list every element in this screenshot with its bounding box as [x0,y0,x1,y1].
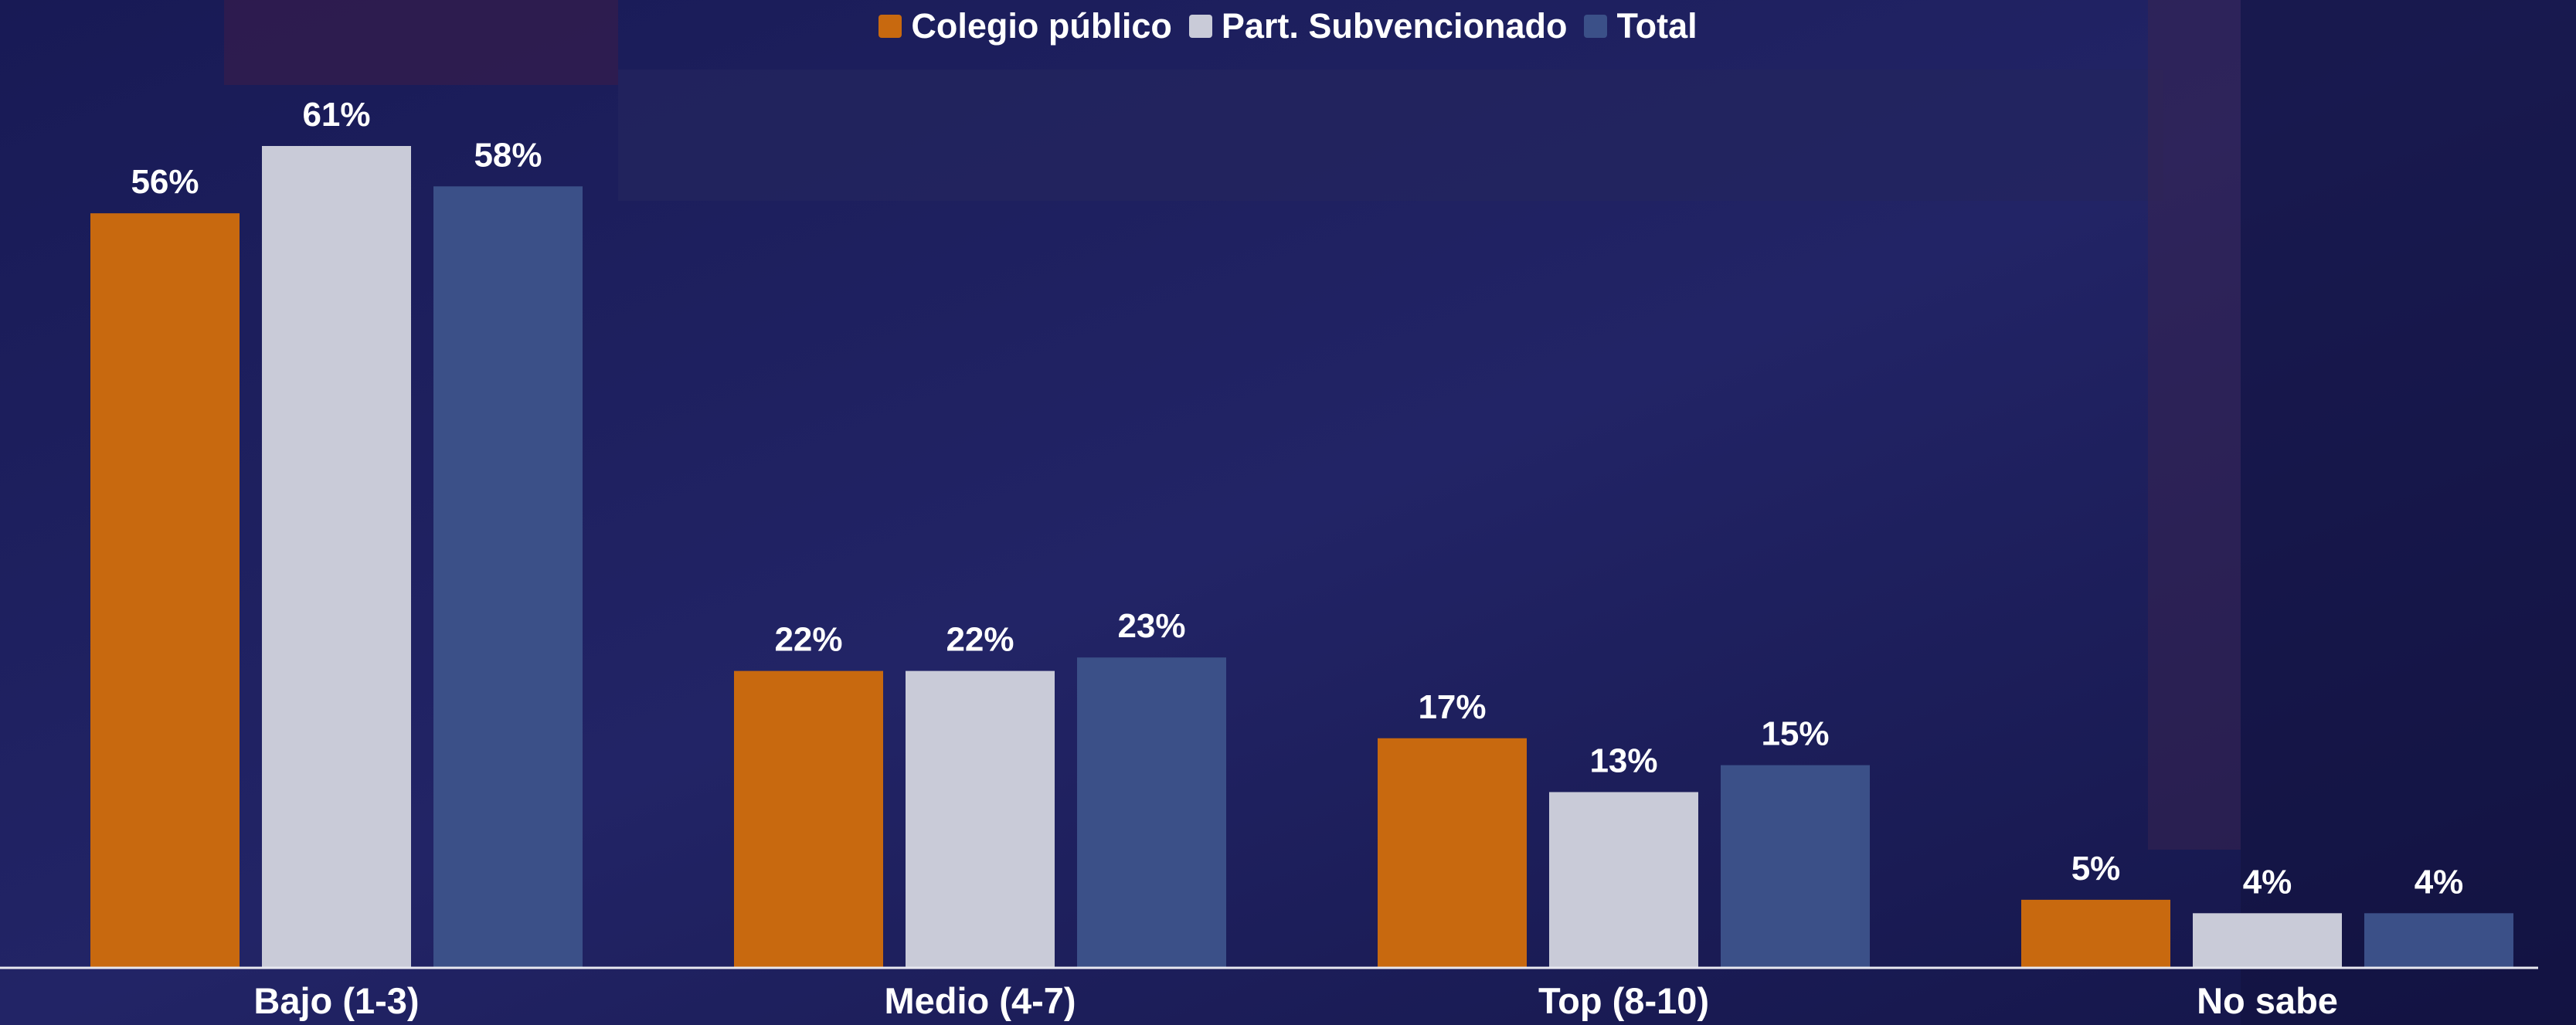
legend-item: Total [1584,6,1698,46]
bar [1721,765,1870,967]
bar [1077,657,1226,967]
bar [2193,913,2342,967]
bar [433,186,583,967]
legend-item: Colegio público [878,6,1172,46]
legend-swatch [878,15,902,38]
backdrop-shape [224,0,618,85]
backdrop-shape [618,70,2163,201]
legend-label: Total [1616,6,1698,46]
value-label: 56% [131,163,199,201]
x-tick-label: Top (8-10) [1538,980,1709,1021]
value-label: 22% [774,621,842,659]
value-label: 61% [302,96,370,134]
bar [262,146,411,967]
value-label: 23% [1117,607,1185,645]
value-label: 13% [1589,742,1657,779]
legend-item: Part. Subvencionado [1188,6,1568,46]
value-label: 5% [2071,850,2121,888]
legend-swatch [1584,15,1608,38]
value-label: 58% [474,136,542,174]
legend-swatch [1188,15,1212,38]
legend: Colegio público Part. Subvencionado Total [0,6,2576,46]
value-label: 4% [2415,863,2464,901]
x-tick-label: Bajo (1-3) [253,980,419,1021]
bar [90,213,240,968]
x-tick-label: Medio (4-7) [884,980,1076,1021]
x-tick-label: No sabe [2197,980,2338,1021]
legend-label: Colegio público [911,6,1172,46]
backdrop-shape [2241,0,2576,1025]
value-label: 15% [1761,715,1829,753]
bar [1549,792,1698,967]
value-label: 4% [2243,863,2292,901]
bar [734,670,883,967]
bar [2364,913,2513,967]
bar [906,670,1055,967]
bar [1378,738,1527,967]
legend-label: Part. Subvencionado [1221,6,1568,46]
bar [2021,899,2170,967]
value-label: 22% [946,621,1014,659]
value-label: 17% [1418,688,1486,726]
backdrop-shape [2148,0,2241,850]
